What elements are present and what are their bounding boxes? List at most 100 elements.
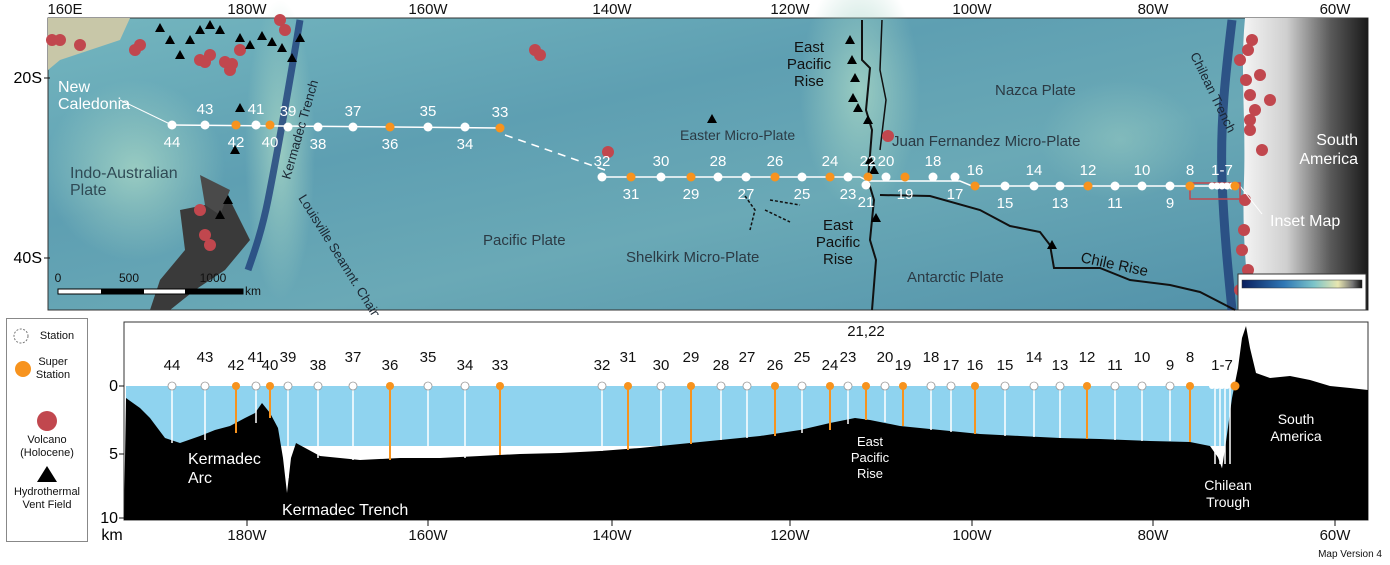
- map-station-marker: [348, 122, 358, 132]
- profile-station-label: 15: [997, 357, 1014, 374]
- bottom-axis-tick: 120W: [770, 527, 810, 544]
- volcano-marker: [204, 49, 216, 61]
- vent-marker: [295, 33, 305, 42]
- top-axis-tick: 180W: [227, 1, 267, 18]
- depth-axis-unit: km: [101, 527, 122, 544]
- map-label-south_america: South America: [1299, 132, 1358, 168]
- profile-station-label: 36: [382, 357, 399, 374]
- profile-super-station-marker: [971, 382, 979, 390]
- profile-super-station-marker: [266, 382, 274, 390]
- map-station-label: 40: [262, 134, 279, 151]
- cruise-track-east: [602, 176, 1236, 187]
- map-station-label: 26: [767, 153, 784, 170]
- map-station-label: 31: [623, 186, 640, 203]
- map-super-station-marker: [265, 120, 275, 130]
- profile-station-label: 19: [895, 357, 912, 374]
- vent-marker: [707, 114, 717, 123]
- top-axis-tick: 60W: [1320, 1, 1352, 18]
- profile-station-label: 11: [1107, 357, 1123, 374]
- bottom-axis-tick: 80W: [1138, 527, 1170, 544]
- volcano-marker: [602, 146, 614, 158]
- volcano-marker: [1236, 244, 1248, 256]
- volcano-marker: [274, 14, 286, 26]
- profile-station-marker: [1137, 381, 1147, 391]
- profile-station-marker: [716, 381, 726, 391]
- map-stations: 4443424140393837363534333231302928272625…: [164, 101, 1240, 212]
- map-station-label: 9: [1166, 195, 1174, 212]
- profile-station-label: 10: [1134, 349, 1151, 366]
- map-station-marker: [713, 172, 723, 182]
- map-station-label: 34: [457, 136, 474, 153]
- map-label-shelkirk: Shelkirk Micro-Plate: [626, 249, 759, 266]
- profile-station-label: 16: [967, 357, 984, 374]
- profile-super-station-marker: [862, 382, 870, 390]
- map-station-label: 13: [1052, 195, 1069, 212]
- profile-label-kermadec-trench: Kermadec Trench: [282, 502, 408, 519]
- legend-vent-label: Hydrothermal Vent Field: [13, 486, 81, 511]
- map-super-station-marker: [825, 172, 835, 182]
- map-station-label: 8: [1186, 162, 1194, 179]
- legend-vent-icon: [37, 466, 57, 482]
- cruise-dashed-connector: [504, 134, 606, 171]
- profile-station-label: 25: [794, 349, 811, 366]
- volcano-marker: [1246, 34, 1258, 46]
- volcano-marker: [1240, 74, 1252, 86]
- vent-marker: [235, 33, 245, 42]
- profile-station-marker: [880, 381, 890, 391]
- volcano-marker: [1264, 94, 1276, 106]
- bottom-axis-tick: 100W: [952, 527, 992, 544]
- bottom-axis-tick: 160W: [408, 527, 448, 544]
- profile-station-marker: [1029, 381, 1039, 391]
- vent-marker: [257, 31, 267, 40]
- new-caledonia-pointer: [119, 99, 173, 126]
- map-station-label: 1-7: [1211, 162, 1233, 179]
- map-station-label: 36: [382, 136, 399, 153]
- vent-marker: [215, 25, 225, 34]
- profile-station-marker: [926, 381, 936, 391]
- profile-label-21-22: 21,22: [847, 323, 885, 340]
- map-station-label: 44: [164, 134, 181, 151]
- top-axis-tick: 80W: [1138, 1, 1170, 18]
- map-station-marker: [861, 180, 871, 190]
- profile-station-label: 30: [653, 357, 670, 374]
- profile-label-kermadec-arc: Kermadec Arc: [188, 451, 261, 487]
- inset-box: [1189, 182, 1241, 200]
- map-station-label: 27: [738, 186, 755, 203]
- profile-station-marker: [1214, 383, 1220, 389]
- map-label-juan_fernandez: Juan Fernandez Micro-Plate: [892, 133, 1080, 150]
- map-label-epr_north: East Pacific Rise: [787, 39, 832, 90]
- map-super-station-marker: [1230, 181, 1240, 191]
- bottom-longitude-axis: 180W 160W 140W 120W 100W 80W 60W: [227, 520, 1351, 544]
- landmass-australia: [48, 18, 130, 70]
- map-station-label: 18: [925, 153, 942, 170]
- profile-super-station-marker: [624, 382, 632, 390]
- profile-station-label: 31: [620, 349, 637, 366]
- vent-marker: [848, 93, 858, 102]
- vent-marker: [215, 210, 225, 219]
- map-station-label: 12: [1080, 162, 1097, 179]
- legend-volcano-label: Volcano (Holocene): [20, 434, 74, 459]
- map-station-marker: [1165, 181, 1175, 191]
- map-label-inset_map: Inset Map: [1270, 213, 1340, 230]
- map-super-station-marker: [970, 181, 980, 191]
- map-station-label: 21: [858, 194, 875, 211]
- map-station-label: 19: [897, 186, 914, 203]
- profile-station-marker: [843, 381, 853, 391]
- map-label-antarctic: Antarctic Plate: [907, 269, 1004, 286]
- map-station-label: 32: [594, 153, 611, 170]
- map-station-label: 29: [683, 186, 700, 203]
- map-station-label: 33: [492, 104, 509, 121]
- scale-bar: [57, 288, 244, 295]
- cruise-track-west: [171, 124, 501, 129]
- vent-marker: [865, 155, 875, 164]
- map-station-label: 17: [947, 186, 964, 203]
- lat-axis-tick: 20S: [14, 70, 42, 87]
- map-station-label: 24: [822, 153, 839, 170]
- vent-marker: [850, 73, 860, 82]
- scale-tick: 1000: [200, 271, 227, 285]
- chile-rise-line: [879, 194, 1236, 311]
- inset-pointer: [1239, 185, 1263, 215]
- volcano-marker: [194, 204, 206, 216]
- profile-station-marker: [313, 381, 323, 391]
- map-station-label: 39: [280, 103, 297, 120]
